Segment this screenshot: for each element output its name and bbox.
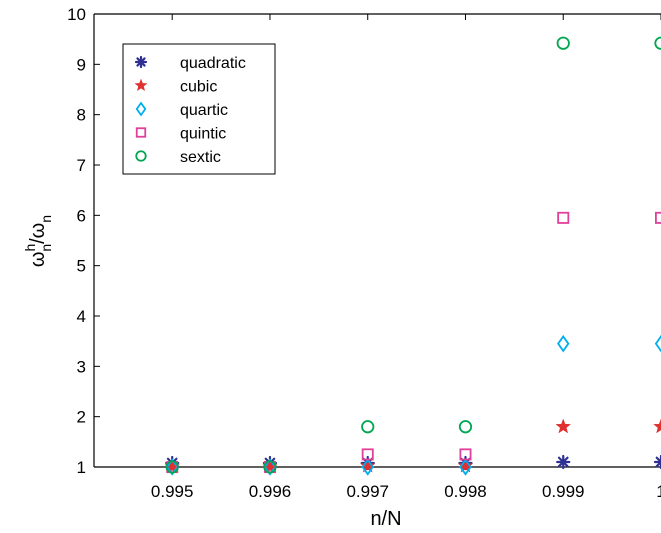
legend-marker-quartic <box>135 101 147 117</box>
point-sextic <box>263 460 277 474</box>
y-tick-label: 10 <box>67 5 86 24</box>
legend-label-quartic: quartic <box>180 102 228 119</box>
point-quadratic <box>653 454 661 470</box>
y-tick-label: 7 <box>77 156 86 175</box>
y-tick-label: 8 <box>77 106 86 125</box>
x-axis-label: n/N <box>370 508 401 530</box>
y-tick-label: 5 <box>77 257 86 276</box>
point-sextic <box>556 36 570 50</box>
point-quintic <box>459 448 472 461</box>
point-cubic <box>555 418 572 434</box>
point-sextic <box>458 420 473 434</box>
point-quartic <box>166 458 179 476</box>
legend-marker-quadratic <box>134 55 148 69</box>
point-quartic <box>263 458 277 476</box>
point-cubic <box>653 418 661 434</box>
legend: quadratic cubic quartic quintic sextic <box>122 43 276 175</box>
y-tick-label: 3 <box>77 357 86 376</box>
point-cubic <box>457 457 474 473</box>
y-tick-label: 2 <box>77 408 86 427</box>
y-tick-label: 1 <box>77 458 86 477</box>
x-tick-label: 0.997 <box>346 482 389 501</box>
point-quintic <box>655 211 661 224</box>
legend-marker-quintic <box>135 127 147 138</box>
point-sextic <box>165 460 179 474</box>
point-quintic <box>557 211 570 224</box>
y-tick-label: 4 <box>77 307 86 326</box>
tick-marks: 1 2 3 4 5 6 7 8 9 10 0.995 0.996 0.997 0.998 0.999 1 <box>67 5 661 501</box>
legend-label-sextic: sextic <box>180 149 221 166</box>
y-tick-label: 6 <box>77 206 86 225</box>
point-quartic <box>459 458 472 476</box>
point-quartic <box>557 334 570 353</box>
legend-marker-sextic <box>135 150 147 162</box>
legend-marker-cubic <box>134 78 148 92</box>
point-quintic <box>361 448 374 461</box>
x-tick-label: 1 <box>656 482 661 501</box>
x-tick-label: 0.999 <box>542 482 585 501</box>
y-axis-label: ωhn/ωn <box>22 215 54 267</box>
x-tick-label: 0.995 <box>151 482 194 501</box>
point-sextic <box>361 420 375 434</box>
point-quadratic <box>556 454 571 470</box>
point-quartic <box>361 458 374 476</box>
x-tick-label: 0.996 <box>249 482 292 501</box>
legend-label-quadratic: quadratic <box>180 55 246 72</box>
point-cubic <box>359 457 376 473</box>
legend-label-quintic: quintic <box>180 126 226 143</box>
y-tick-label: 9 <box>77 55 86 74</box>
point-sextic <box>654 36 661 50</box>
legend-label-cubic: cubic <box>180 79 217 96</box>
x-tick-label: 0.998 <box>444 482 487 501</box>
axes <box>93 13 661 468</box>
legend-box <box>122 43 276 175</box>
point-quartic <box>654 334 661 353</box>
